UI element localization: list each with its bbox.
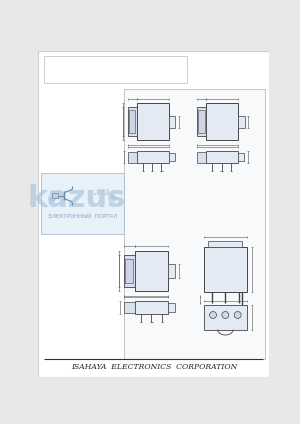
Bar xyxy=(169,116,175,128)
Bar xyxy=(169,153,175,161)
Bar xyxy=(238,116,244,128)
Bar xyxy=(206,103,239,140)
Text: ISAHAYA  ELECTRONICS  CORPORATION: ISAHAYA ELECTRONICS CORPORATION xyxy=(70,363,237,371)
Bar xyxy=(41,173,124,234)
Bar xyxy=(197,107,206,137)
Bar xyxy=(168,264,175,278)
Bar xyxy=(168,304,175,312)
Bar xyxy=(198,110,205,133)
Bar xyxy=(208,241,242,247)
Bar xyxy=(206,151,239,163)
Circle shape xyxy=(210,312,217,318)
Bar xyxy=(137,151,169,163)
Bar xyxy=(125,259,133,283)
Bar xyxy=(124,255,134,287)
Text: .ru: .ru xyxy=(92,187,110,197)
Circle shape xyxy=(109,195,116,202)
Bar xyxy=(44,56,187,83)
Bar xyxy=(128,152,137,162)
Bar xyxy=(124,302,134,313)
Text: ЭЛЕКТРОННЫЙ  ПОРТАЛ: ЭЛЕКТРОННЫЙ ПОРТАЛ xyxy=(48,215,118,219)
Circle shape xyxy=(49,195,56,202)
Circle shape xyxy=(222,312,229,318)
Bar xyxy=(128,107,137,137)
Bar xyxy=(129,110,135,133)
Circle shape xyxy=(234,312,241,318)
Text: kazus: kazus xyxy=(27,184,125,213)
Bar xyxy=(134,251,168,291)
Bar xyxy=(137,103,169,140)
Bar xyxy=(134,301,168,314)
Bar xyxy=(124,89,265,359)
Bar xyxy=(197,152,206,162)
Bar xyxy=(204,305,247,329)
Bar xyxy=(238,153,244,161)
Bar xyxy=(204,247,247,292)
Bar xyxy=(52,193,58,198)
